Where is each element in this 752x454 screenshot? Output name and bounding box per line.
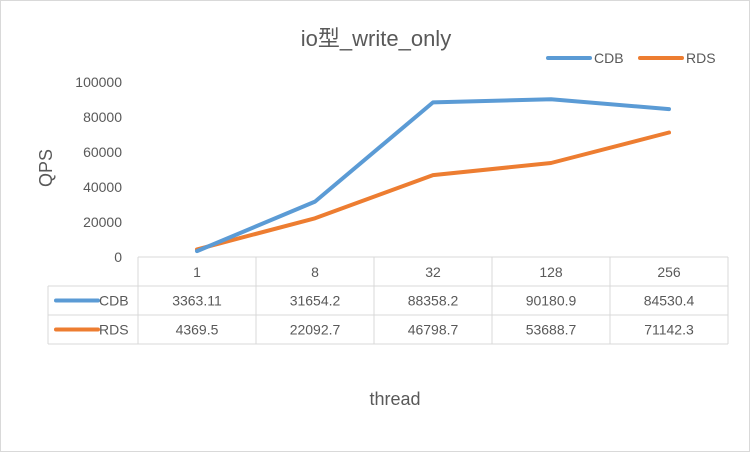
x-category-label: 1	[193, 264, 201, 280]
table-cell: 88358.2	[408, 293, 459, 309]
y-axis-ticks: 0 20000 40000 60000 80000 100000	[75, 74, 122, 265]
table-series-name: RDS	[99, 322, 129, 338]
table-cell: 71142.3	[644, 322, 694, 338]
y-tick-label: 40000	[83, 179, 122, 195]
x-category-label: 32	[425, 264, 441, 280]
table-series-name: CDB	[99, 293, 129, 309]
table-cell: 90180.9	[526, 293, 577, 309]
x-category-label: 256	[657, 264, 681, 280]
table-cell: 46798.7	[408, 322, 459, 338]
y-tick-label: 0	[114, 249, 122, 265]
series-line-cdb	[195, 97, 671, 254]
chart-title: io型_write_only	[301, 26, 451, 51]
table-cell: 3363.11	[172, 293, 222, 309]
x-category-label: 128	[539, 264, 563, 280]
data-table: 1 8 32 128 256 CDB 3363.11 31654.2 88358.2 90180.…	[47, 256, 729, 345]
table-cell: 4369.5	[176, 322, 219, 338]
y-tick-label: 100000	[75, 74, 122, 90]
plot-area	[195, 97, 671, 254]
table-cell: 84530.4	[644, 293, 695, 309]
x-category-label: 8	[311, 264, 319, 280]
y-tick-label: 20000	[83, 214, 122, 230]
table-cell: 31654.2	[290, 293, 341, 309]
y-tick-label: 80000	[83, 109, 122, 125]
legend-label: CDB	[594, 50, 624, 66]
legend: CDB RDS	[546, 50, 716, 66]
y-tick-label: 60000	[83, 144, 122, 160]
table-cell: 22092.7	[290, 322, 341, 338]
y-axis-label: QPS	[36, 149, 56, 187]
legend-label: RDS	[686, 50, 716, 66]
series-line-rds	[195, 130, 671, 252]
table-cell: 53688.7	[526, 322, 577, 338]
x-axis-label: thread	[369, 389, 420, 409]
